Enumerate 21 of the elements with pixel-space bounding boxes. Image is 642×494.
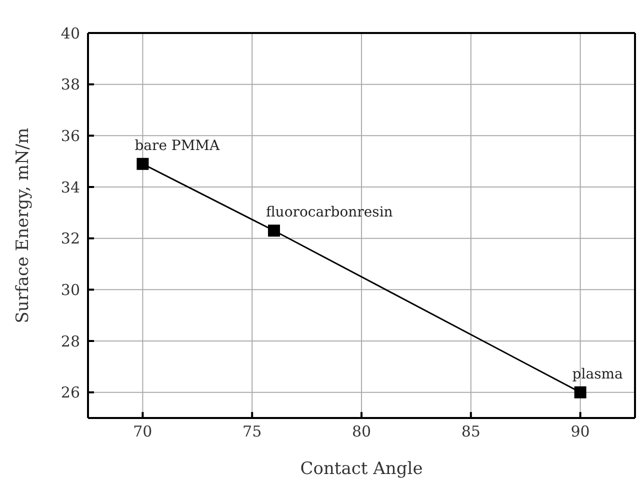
annotation: bare PMMA	[134, 138, 221, 154]
x-tick-label: 80	[352, 422, 372, 441]
point	[574, 386, 586, 398]
point	[136, 158, 149, 170]
x-tick-label: 70	[133, 422, 152, 441]
annotation: fluorocarbonresin	[266, 204, 393, 221]
y-tick-label: 34	[60, 178, 80, 196]
y-tick-label: 36	[60, 126, 80, 145]
y-tick-label: 28	[60, 332, 80, 350]
annotation: plasma	[572, 366, 623, 382]
x-tick-label: 90	[570, 422, 590, 441]
y-tick-label: 38	[60, 76, 80, 94]
y-axis-title: Surface Energy, mN/m	[13, 128, 34, 324]
y-tick-label: 32	[60, 230, 80, 248]
point	[268, 224, 280, 237]
x-axis-title: Contact Angle	[300, 459, 423, 479]
y-tick-label: 30	[60, 280, 80, 299]
y-tick-label: 26	[60, 384, 80, 402]
x-tick-label: 85	[461, 422, 480, 441]
x-tick-label: 75	[242, 422, 262, 441]
y-tick-label: 40	[60, 24, 80, 42]
